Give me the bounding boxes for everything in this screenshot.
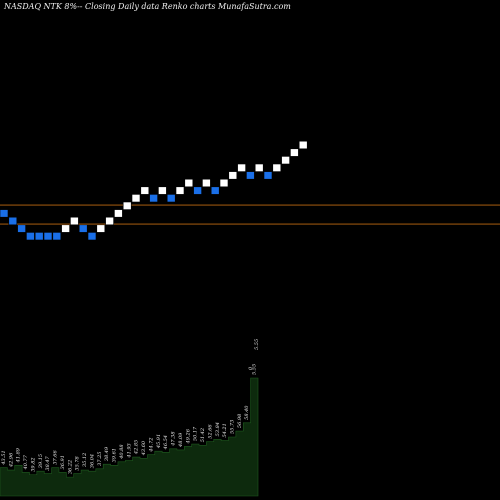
volume-label: 39.15 [38, 454, 44, 468]
volume-label: 50.17 [193, 426, 199, 441]
volume-label: 43.51 [1, 450, 7, 465]
chart-title: NASDAQ NTK 8%-- Closing Daily data Renko… [3, 2, 291, 11]
volume-label: 40.77 [23, 454, 29, 470]
renko-brick-up [131, 194, 141, 203]
renko-brick-up [61, 224, 70, 233]
volume-label: 43.60 [141, 440, 147, 456]
renko-brick-down [210, 186, 220, 195]
renko-brick-down [263, 171, 273, 180]
renko-brick-up [254, 163, 264, 172]
volume-label: 40.88 [119, 444, 125, 459]
renko-brick-down [193, 186, 202, 195]
volume-label: 55.73 [230, 420, 236, 434]
renko-brick-up [175, 186, 185, 195]
renko-brick-down [43, 232, 53, 241]
renko-brick-up [158, 186, 167, 195]
volume-label: 53.84 [215, 422, 221, 436]
volume-label: 36.22 [67, 460, 73, 474]
volume-panel [0, 377, 259, 497]
volume-label: 51.42 [200, 428, 206, 442]
volume-label: 42.85 [134, 440, 140, 455]
volume-label: 56.98 [237, 414, 243, 428]
volume-label: 39.82 [30, 457, 36, 471]
volume-area [0, 377, 259, 497]
volume-label: 46.54 [163, 435, 169, 450]
renko-brick-up [298, 140, 308, 150]
volume-label: 36.91 [60, 455, 66, 469]
renko-brick-up [105, 216, 114, 226]
volume-label: 41.93 [126, 443, 132, 458]
renko-brick-up [184, 178, 194, 188]
renko-brick-down [34, 232, 44, 241]
volume-label: 45.91 [156, 434, 162, 449]
renko-brick-up [272, 163, 282, 172]
renko-brick-up [70, 216, 79, 226]
renko-brick-down [78, 224, 88, 233]
renko-brick-up [140, 186, 150, 195]
renko-brick-down [52, 232, 62, 241]
renko-brick-up [237, 163, 246, 172]
renko-brick-up [202, 178, 211, 188]
volume-label: 38.49 [104, 446, 110, 461]
renko-brick-up [96, 224, 106, 233]
volume-label: 42.96 [8, 452, 14, 468]
renko-brick-down [246, 171, 255, 180]
volume-label: 49.26 [185, 428, 191, 444]
volume-label-extra: 5.55 [254, 339, 260, 350]
volume-label: 35.12 [82, 453, 88, 467]
volume-label: 48.09 [178, 432, 184, 448]
reference-lines [0, 204, 500, 225]
volume-label: 38.47 [45, 455, 51, 470]
volume-label: 37.25 [97, 452, 103, 466]
renko-brick-up [122, 201, 132, 210]
volume-label: 5.55 [252, 364, 258, 375]
volume-label: 41.89 [16, 447, 22, 463]
renko-brick-down [149, 194, 158, 203]
renko-brick-down [166, 194, 176, 203]
renko-brick-down [8, 216, 18, 226]
renko-brick-down [87, 232, 97, 241]
volume-labels: 43.51 42.96 41.89 40.77 39.82 39.15 38.47 37.66… [1, 339, 260, 474]
renko-brick-up [219, 178, 229, 188]
renko-brick-down [17, 224, 26, 233]
volume-label: 35.78 [75, 456, 81, 470]
renko-brick-up [281, 156, 290, 165]
volume-label: 44.72 [148, 437, 154, 452]
volume-label: 36.04 [89, 454, 95, 468]
volume-label: 58.40 [244, 405, 250, 420]
volume-label-extra: 0 [248, 366, 254, 370]
volume-label: 54.21 [222, 423, 228, 437]
volume-label: 47.38 [171, 431, 177, 446]
renko-brick-up [290, 148, 299, 157]
renko-bricks [0, 140, 308, 241]
renko-brick-up [228, 171, 238, 180]
volume-label: 52.66 [207, 424, 213, 439]
renko-brick-up [114, 209, 123, 218]
renko-brick-down [26, 232, 35, 241]
volume-label: 37.66 [53, 450, 59, 465]
renko-brick-down [0, 209, 9, 218]
volume-label: 39.61 [112, 448, 118, 462]
